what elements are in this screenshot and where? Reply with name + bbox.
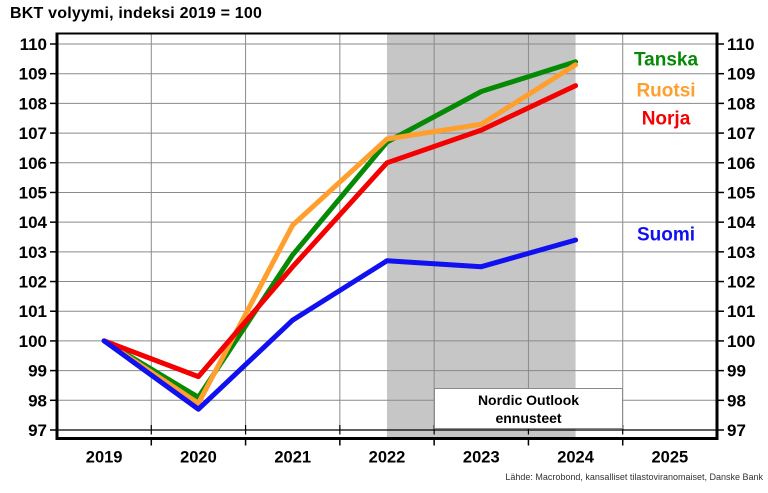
y-tick-label-right: 106: [727, 154, 755, 173]
y-tick-label-right: 103: [727, 243, 755, 262]
chart-title: BKT volyymi, indeksi 2019 = 100: [10, 5, 263, 22]
y-tick-label-left: 104: [19, 213, 48, 232]
y-tick-label-right: 100: [727, 332, 755, 351]
x-tick-label: 2024: [557, 449, 595, 467]
y-tick-label-left: 109: [19, 65, 47, 84]
series-line-norja: [101, 83, 579, 380]
y-tick-label-right: 97: [727, 421, 746, 440]
y-tick-label-right: 99: [727, 362, 746, 381]
forecast-label-box: Nordic Outlook ennusteet: [434, 388, 623, 429]
y-tick-label-right: 98: [727, 391, 746, 410]
y-tick-label-right: 107: [727, 124, 755, 143]
x-tick-label: 2020: [180, 449, 217, 467]
series-line-ruotsi: [101, 62, 579, 406]
y-tick-label-left: 105: [19, 183, 47, 202]
source-note: Lähde: Macrobond, kansalliset tilastovir…: [505, 472, 763, 482]
y-tick-label-left: 100: [19, 332, 47, 351]
y-tick-label-right: 101: [727, 302, 755, 321]
y-tick-label-right: 102: [727, 273, 755, 292]
y-tick-label-left: 110: [20, 35, 47, 54]
y-tick-label-left: 108: [19, 94, 47, 113]
forecast-label-line1: Nordic Outlook: [477, 391, 580, 408]
legend-label-ruotsi: Ruotsi: [636, 81, 695, 102]
x-tick-label: 2019: [86, 449, 123, 467]
legend-label-tanska: Tanska: [634, 49, 699, 70]
x-tick-label: 2025: [651, 449, 688, 467]
forecast-label-line2: ennusteet: [495, 409, 562, 426]
y-tick-label-left: 107: [19, 124, 47, 143]
legend-label-suomi: Suomi: [637, 225, 695, 246]
y-tick-label-left: 103: [19, 243, 47, 262]
y-tick-label-left: 102: [19, 273, 47, 292]
y-tick-label-left: 106: [19, 154, 47, 173]
y-tick-label-right: 109: [727, 65, 755, 84]
y-tick-label-right: 110: [727, 35, 754, 54]
series-line-suomi: [101, 237, 579, 412]
x-tick-label: 2023: [463, 449, 500, 467]
y-tick-label-left: 101: [19, 302, 47, 321]
y-tick-label-right: 105: [727, 183, 755, 202]
y-tick-label-right: 104: [727, 213, 756, 232]
y-tick-label-left: 99: [28, 362, 47, 381]
series-line-tanska: [101, 59, 579, 400]
x-tick-label: 2022: [369, 449, 406, 467]
y-tick-label-right: 108: [727, 94, 755, 113]
y-tick-label-left: 97: [28, 421, 47, 440]
legend-label-norja: Norja: [642, 109, 691, 130]
x-tick-label: 2021: [274, 449, 311, 467]
forecast-band: [387, 34, 576, 438]
y-tick-label-left: 98: [28, 391, 47, 410]
